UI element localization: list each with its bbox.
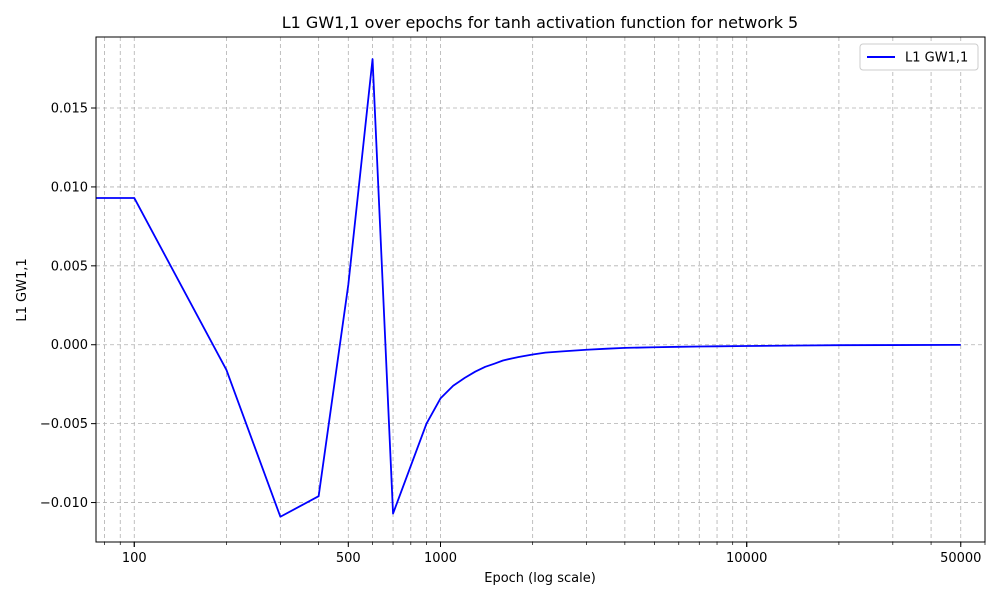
x-tick-label: 50000 [940, 551, 981, 566]
grid-layer [96, 37, 986, 542]
y-tick-label: 0.005 [51, 259, 88, 274]
y-tick-label: 0.010 [51, 180, 88, 195]
y-axis-label: L1 GW1,1 [15, 258, 30, 321]
x-tick-label: 10000 [726, 551, 767, 566]
plot-frame [95, 36, 986, 543]
x-tick-label: 100 [122, 551, 147, 566]
legend-box [859, 43, 979, 71]
series-layer [96, 58, 961, 518]
y-tick-label: −0.005 [40, 417, 88, 432]
plot-area [96, 37, 985, 542]
chart-title: L1 GW1,1 over epochs for tanh activation… [282, 13, 798, 32]
x-axis-label: Epoch (log scale) [484, 571, 596, 586]
series-line [96, 58, 961, 518]
legend-label: L1 GW1,1 [905, 51, 968, 66]
y-tick-label: 0.015 [51, 102, 88, 117]
x-tick-label: 500 [336, 551, 361, 566]
y-tick-label: 0.000 [51, 338, 88, 353]
y-tick-label: −0.010 [40, 496, 88, 511]
x-tick-label: 1000 [424, 551, 457, 566]
legend: L1 GW1,1 [859, 43, 979, 71]
tick-layer: 100 500 1000 10000 50000 −0.010 −0.005 0.000 0.0… [40, 102, 986, 566]
